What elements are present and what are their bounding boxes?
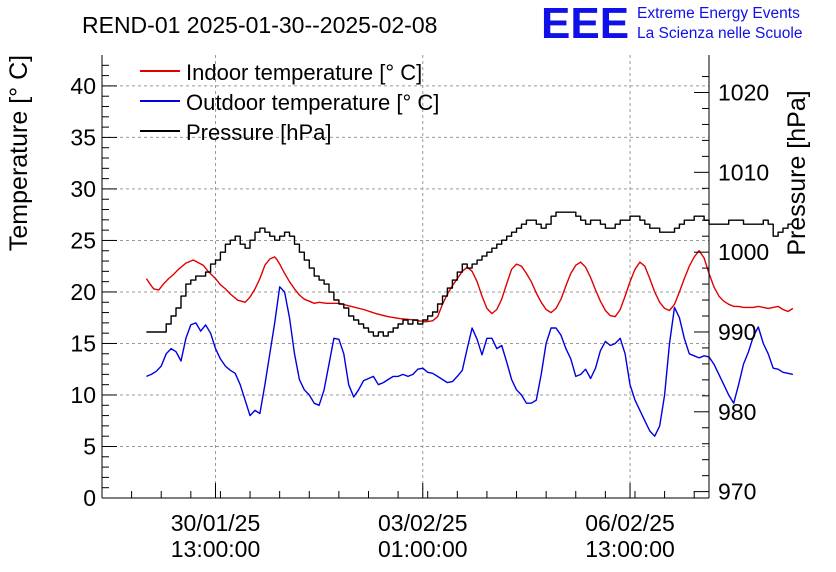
legend-label-pressure: Pressure [hPa] <box>186 120 332 145</box>
y2-axis-label: Pressure [hPa] <box>783 90 811 255</box>
x-tick-label-date: 06/02/25 <box>585 510 675 536</box>
x-tick-label-time: 01:00:00 <box>378 536 468 562</box>
x-tick-label-time: 13:00:00 <box>171 536 261 562</box>
axes <box>101 55 710 499</box>
y-tick-label: 25 <box>70 227 96 253</box>
y2-tick-label: 980 <box>718 399 756 425</box>
legend: Indoor temperature [° C] Outdoor tempera… <box>140 60 439 145</box>
y2-tick-label: 1020 <box>718 80 769 106</box>
series-line-1 <box>146 286 794 437</box>
legend-label-indoor: Indoor temperature [° C] <box>186 60 422 85</box>
chart-title: REND-01 2025-01-30--2025-02-08 <box>82 12 437 38</box>
y-tick-label: 15 <box>70 330 96 356</box>
y-tick-label: 35 <box>70 124 96 150</box>
y2-tick-label: 990 <box>718 319 756 345</box>
y-tick-label: 0 <box>83 485 96 511</box>
x-tick-label-date: 03/02/25 <box>378 510 468 536</box>
y2-tick-label: 970 <box>718 479 756 505</box>
y2-tick-label: 1000 <box>718 239 769 265</box>
y-tick-label: 40 <box>70 73 96 99</box>
series-line-2 <box>146 211 793 337</box>
y-tick-label: 30 <box>70 176 96 202</box>
y-tick-label: 20 <box>70 279 96 305</box>
y2-tick-label: 1010 <box>718 159 769 185</box>
series-line-0 <box>145 250 794 323</box>
y-tick-label: 5 <box>83 433 96 459</box>
series-lines <box>145 211 794 437</box>
eee-logo: EEE <box>541 0 629 48</box>
tick-labels: 0 5 10 15 20 25 30 35 40 970 980 990 1000 1010 1020 30/… <box>70 73 769 562</box>
logo-caption-line2: La Scienza nelle Scuole <box>637 25 802 42</box>
legend-label-outdoor: Outdoor temperature [° C] <box>186 90 439 115</box>
x-tick-label-time: 13:00:00 <box>585 536 675 562</box>
logo-caption-line1: Extreme Energy Events <box>637 5 800 22</box>
y-axis-label: Temperature [° C] <box>5 55 33 251</box>
y-tick-label: 10 <box>70 382 96 408</box>
x-tick-label-date: 30/01/25 <box>171 510 261 536</box>
